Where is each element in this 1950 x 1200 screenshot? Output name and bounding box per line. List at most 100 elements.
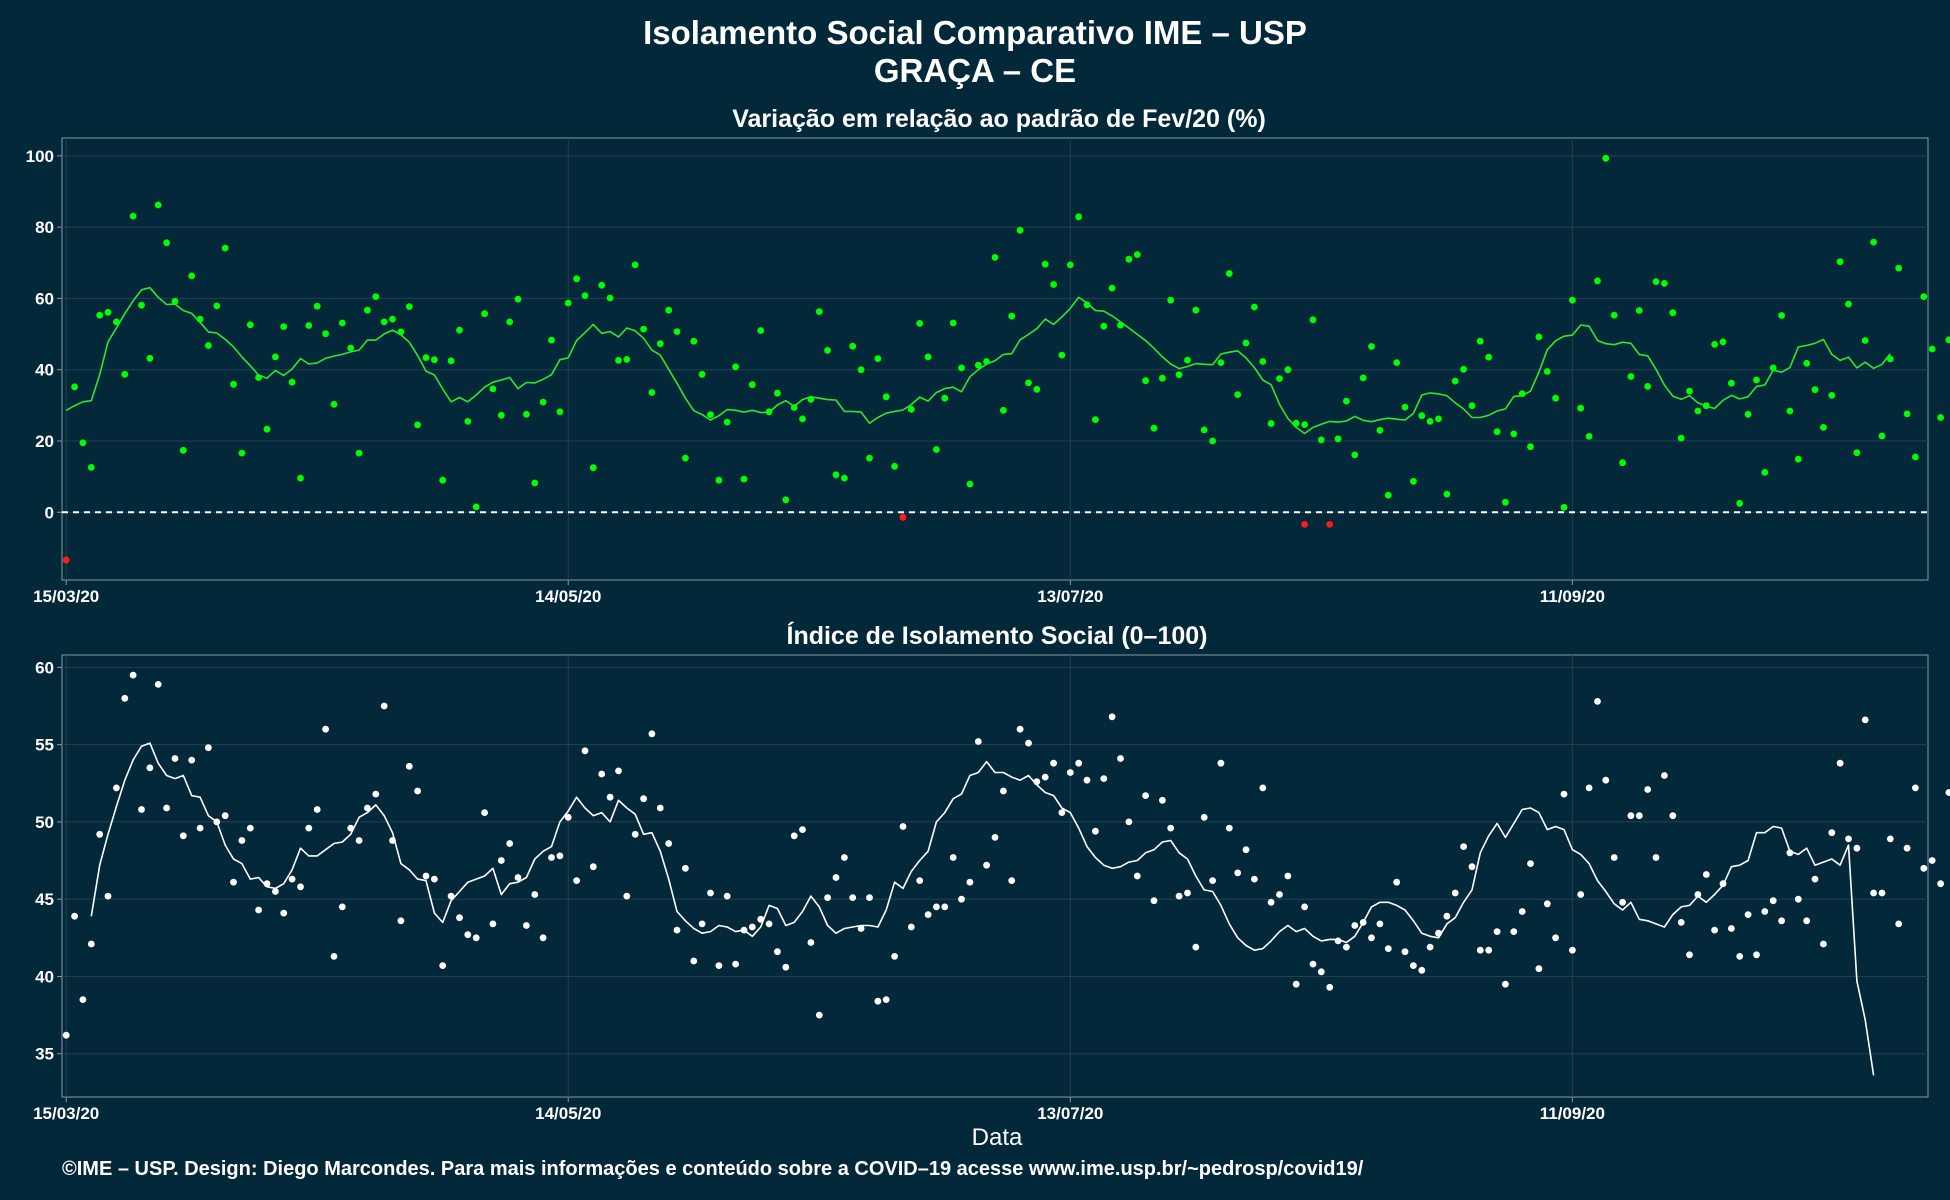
y-tick-label: 40: [35, 967, 54, 986]
data-point: [715, 962, 723, 969]
data-point: [1117, 321, 1124, 329]
panel-2-grid: [62, 655, 1928, 1097]
data-point: [1426, 943, 1434, 951]
data-point: [531, 479, 539, 487]
data-point: [1878, 889, 1886, 897]
data-point: [1234, 869, 1242, 877]
data-point: [205, 744, 212, 752]
data-point: [1577, 404, 1585, 412]
data-point: [1468, 402, 1476, 410]
data-point: [1794, 455, 1802, 463]
data-point: [1577, 891, 1585, 898]
data-point: [1217, 759, 1225, 767]
data-point: [539, 398, 547, 406]
data-point: [121, 694, 129, 702]
data-point: [1075, 213, 1083, 221]
data-point: [1066, 261, 1074, 269]
data-point: [205, 342, 212, 349]
data-point: [364, 804, 371, 812]
y-tick-label: 45: [35, 890, 54, 909]
data-point: [1711, 341, 1718, 348]
data-point: [213, 818, 221, 826]
data-point: [330, 400, 338, 408]
data-point: [1845, 835, 1852, 843]
y-tick-label: 50: [35, 813, 54, 832]
data-point: [841, 854, 848, 861]
data-point: [1778, 312, 1785, 319]
data-point: [1200, 426, 1208, 434]
data-point: [439, 476, 447, 484]
data-point: [1083, 301, 1091, 309]
data-point: [974, 361, 982, 369]
data-point: [1092, 827, 1099, 835]
data-point: [631, 261, 639, 269]
data-point: [447, 357, 455, 365]
data-point: [648, 730, 656, 738]
data-point: [682, 454, 689, 462]
data-point: [598, 281, 606, 289]
data-point: [397, 328, 405, 336]
data-point: [1225, 824, 1233, 832]
data-point: [849, 342, 857, 350]
data-point: [1292, 419, 1300, 427]
data-point: [690, 957, 698, 965]
data-point: [774, 948, 781, 956]
data-point: [1301, 421, 1308, 428]
data-point: [121, 370, 129, 378]
data-point: [464, 418, 472, 425]
data-point: [1845, 300, 1852, 308]
data-point: [824, 894, 831, 901]
data-point: [1033, 778, 1041, 786]
data-point: [297, 883, 304, 891]
data-point: [874, 355, 882, 362]
data-point: [506, 840, 514, 847]
data-point: [154, 681, 162, 688]
data-point: [991, 254, 999, 261]
data-point: [1769, 897, 1777, 905]
moving-average-line: [65, 286, 1891, 435]
data-point: [1443, 912, 1451, 920]
data-point: [1878, 432, 1886, 440]
data-point: [1242, 339, 1250, 347]
data-point: [1267, 898, 1275, 906]
data-point: [1184, 889, 1191, 897]
data-point: [815, 308, 823, 315]
data-point: [665, 840, 673, 847]
data-point: [1769, 364, 1777, 372]
data-point: [1828, 392, 1836, 399]
data-point: [1803, 359, 1811, 367]
data-point: [648, 389, 656, 396]
data-point: [891, 953, 898, 960]
data-point: [1159, 374, 1166, 382]
data-point: [71, 912, 78, 920]
panel-2-plot-area: [61, 654, 1929, 1098]
data-point: [1694, 407, 1702, 415]
data-point: [1301, 903, 1308, 911]
data-point: [238, 449, 246, 457]
negative-data-point: [899, 513, 907, 521]
y-tick-label: 80: [35, 218, 54, 237]
data-point: [1945, 336, 1950, 344]
data-point: [322, 330, 329, 338]
data-point: [447, 892, 455, 900]
data-point: [146, 764, 154, 772]
data-point: [272, 888, 279, 895]
data-point: [1326, 521, 1334, 528]
data-point: [1368, 934, 1375, 942]
data-point: [640, 795, 647, 803]
data-point: [1886, 835, 1894, 843]
data-point: [1460, 843, 1467, 850]
data-point: [514, 874, 522, 881]
data-point: [1309, 960, 1317, 968]
data-point: [715, 476, 723, 484]
data-point: [1928, 345, 1936, 353]
data-point: [623, 892, 631, 900]
data-point: [1535, 333, 1543, 341]
data-point: [163, 239, 171, 247]
data-point: [924, 911, 932, 918]
data-point: [1669, 309, 1677, 317]
data-point: [263, 880, 271, 888]
data-point: [1334, 937, 1342, 945]
data-point: [1610, 854, 1618, 861]
data-point: [422, 872, 430, 880]
